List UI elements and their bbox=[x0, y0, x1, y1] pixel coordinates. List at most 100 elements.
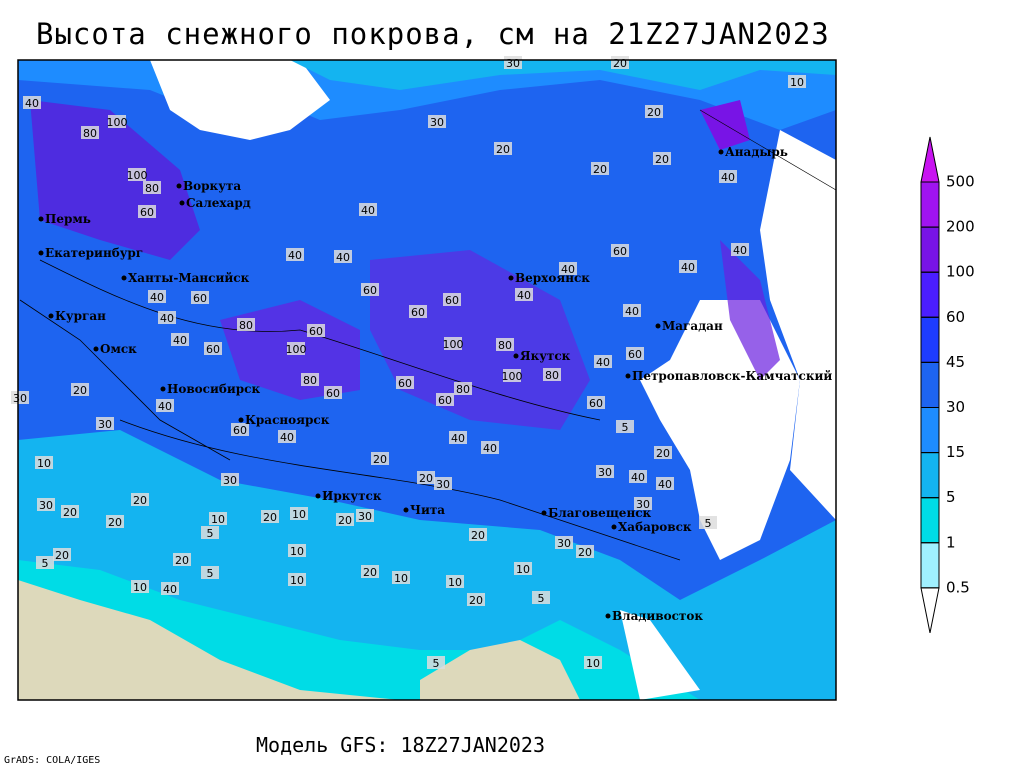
contour-label: 20 bbox=[73, 384, 87, 397]
label-box bbox=[156, 399, 174, 412]
label-box bbox=[131, 493, 149, 506]
label-box bbox=[469, 528, 487, 541]
contour-label: 60 bbox=[589, 397, 603, 410]
contour-label: 10 bbox=[211, 513, 225, 526]
label-box bbox=[788, 75, 806, 88]
contour-label: 30 bbox=[223, 474, 237, 487]
contour-label: 40 bbox=[280, 431, 294, 444]
contour-label: 60 bbox=[309, 325, 323, 338]
city-name: Салехард bbox=[186, 196, 251, 210]
label-box bbox=[596, 465, 614, 478]
contour-label: 60 bbox=[398, 377, 412, 390]
city-dot bbox=[179, 200, 185, 206]
contour-label: 80 bbox=[456, 383, 470, 396]
label-box bbox=[287, 342, 305, 355]
city-name: Благовещенск bbox=[548, 506, 652, 520]
label-box bbox=[288, 573, 306, 586]
contour-label: 40 bbox=[173, 334, 187, 347]
city-dot bbox=[121, 275, 127, 281]
label-box bbox=[288, 544, 306, 557]
label-box bbox=[392, 571, 410, 584]
legend-label: 30 bbox=[946, 398, 965, 416]
city-dot bbox=[48, 313, 54, 319]
contour-label: 80 bbox=[545, 369, 559, 382]
city-name: Воркута bbox=[183, 179, 241, 193]
contour-label: 20 bbox=[63, 506, 77, 519]
contour-label: 20 bbox=[578, 546, 592, 559]
label-box bbox=[514, 562, 532, 575]
label-box bbox=[171, 333, 189, 346]
city-name: Верхоянск bbox=[515, 271, 590, 285]
city-name: Пермь bbox=[45, 212, 91, 226]
city-dot bbox=[93, 346, 99, 352]
label-box bbox=[653, 152, 671, 165]
label-box bbox=[623, 304, 641, 317]
contour-label: 60 bbox=[438, 394, 452, 407]
city-dot bbox=[403, 507, 409, 513]
label-box bbox=[336, 513, 354, 526]
label-box bbox=[409, 305, 427, 318]
legend-swatch bbox=[920, 497, 940, 544]
label-box bbox=[611, 244, 629, 257]
contour-label: 40 bbox=[163, 583, 177, 596]
city-dot bbox=[541, 510, 547, 516]
contour-label: 20 bbox=[133, 494, 147, 507]
city-dot bbox=[611, 524, 617, 530]
label-box bbox=[731, 243, 749, 256]
label-box bbox=[654, 446, 672, 459]
city-name: Владивосток bbox=[612, 609, 703, 623]
contour-label: 40 bbox=[561, 263, 575, 276]
contour-label: 20 bbox=[373, 453, 387, 466]
contour-label: 5 bbox=[433, 657, 440, 670]
contour-label: 5 bbox=[207, 527, 214, 540]
city-dot bbox=[38, 250, 44, 256]
label-box bbox=[278, 430, 296, 443]
contour-label: 30 bbox=[636, 498, 650, 511]
label-box bbox=[173, 553, 191, 566]
legend-label: 500 bbox=[946, 173, 975, 191]
city-dot bbox=[513, 353, 519, 359]
city-name: Анадырь bbox=[725, 145, 788, 159]
map bbox=[18, 60, 836, 700]
legend-swatch bbox=[920, 181, 940, 228]
contour-label: 5 bbox=[538, 592, 545, 605]
label-box bbox=[481, 441, 499, 454]
contour-label: 5 bbox=[705, 517, 712, 530]
contour-label: 60 bbox=[206, 343, 220, 356]
legend-label: 45 bbox=[946, 353, 965, 371]
contour-label: 40 bbox=[721, 171, 735, 184]
label-box bbox=[361, 565, 379, 578]
label-box bbox=[446, 575, 464, 588]
label-box bbox=[11, 391, 29, 404]
title: Высота снежного покрова, см на 21Z27JAN2… bbox=[36, 17, 830, 51]
label-box bbox=[449, 431, 467, 444]
contour-label: 40 bbox=[631, 471, 645, 484]
contour-label: 60 bbox=[628, 348, 642, 361]
label-box bbox=[148, 290, 166, 303]
contour-label: 80 bbox=[498, 339, 512, 352]
label-box bbox=[128, 168, 146, 181]
legend-label: 15 bbox=[946, 443, 965, 461]
contour-label: 40 bbox=[361, 204, 375, 217]
contour-label: 40 bbox=[483, 442, 497, 455]
contour-label: 20 bbox=[647, 106, 661, 119]
legend-swatch bbox=[920, 542, 940, 589]
legend-swatch bbox=[920, 407, 940, 454]
label-box bbox=[555, 536, 573, 549]
label-box bbox=[138, 205, 156, 218]
label-box bbox=[81, 126, 99, 139]
legend-swatch bbox=[920, 452, 940, 499]
contour-label: 40 bbox=[658, 478, 672, 491]
contour-label: 30 bbox=[98, 418, 112, 431]
contour-label: 40 bbox=[625, 305, 639, 318]
label-box bbox=[427, 656, 445, 669]
label-box bbox=[428, 115, 446, 128]
label-box bbox=[108, 115, 126, 128]
label-box bbox=[161, 582, 179, 595]
contour-label: 20 bbox=[263, 511, 277, 524]
contour-label: 60 bbox=[363, 284, 377, 297]
contour-label: 40 bbox=[336, 251, 350, 264]
contour-label: 30 bbox=[506, 57, 520, 70]
label-box bbox=[719, 170, 737, 183]
